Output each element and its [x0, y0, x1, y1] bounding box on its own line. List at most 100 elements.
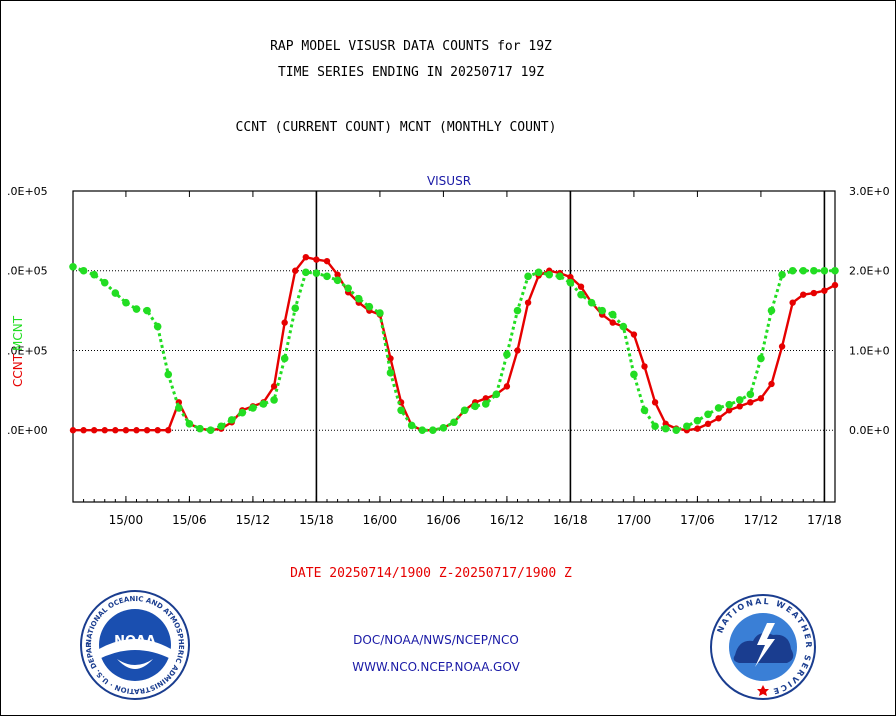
data-point-mcnt: [80, 267, 88, 275]
data-point-ccnt: [747, 399, 753, 405]
x-tick-label: 17/00: [617, 513, 652, 527]
grid-lines: [73, 191, 835, 502]
data-point-mcnt: [302, 269, 310, 277]
x-tick-label: 15/12: [236, 513, 271, 527]
x-tick-label: 15/18: [299, 513, 334, 527]
data-series: [69, 254, 839, 434]
data-point-mcnt: [376, 309, 384, 317]
data-point-ccnt: [504, 383, 510, 389]
data-point-mcnt: [747, 391, 755, 399]
data-point-ccnt: [631, 331, 637, 337]
data-point-mcnt: [651, 422, 659, 430]
data-point-mcnt: [334, 277, 342, 285]
data-point-mcnt: [810, 267, 818, 275]
data-point-mcnt: [217, 422, 225, 430]
data-point-mcnt: [715, 404, 723, 412]
data-point-ccnt: [578, 283, 584, 289]
x-tick-label: 16/18: [553, 513, 588, 527]
x-tick-label: 15/00: [109, 513, 144, 527]
data-point-ccnt: [324, 258, 330, 264]
data-point-ccnt: [112, 427, 118, 433]
data-point-mcnt: [535, 269, 543, 277]
left-tick-label: .0E+05: [7, 265, 48, 278]
data-point-mcnt: [440, 424, 448, 432]
data-point-ccnt: [133, 427, 139, 433]
data-point-ccnt: [102, 427, 108, 433]
data-point-mcnt: [387, 369, 395, 377]
data-point-mcnt: [704, 410, 712, 418]
data-point-mcnt: [736, 396, 744, 404]
data-point-mcnt: [799, 267, 807, 275]
right-tick-label: 1.0E+0: [849, 344, 890, 357]
y-axis-label-ccnt: CCNT: [11, 353, 25, 387]
x-tick-label: 16/06: [426, 513, 461, 527]
data-point-ccnt: [123, 427, 129, 433]
data-point-mcnt: [164, 371, 172, 379]
x-tick-label: 16/00: [363, 513, 398, 527]
noaa-logo-text: NOAA: [114, 634, 156, 649]
data-point-ccnt: [165, 427, 171, 433]
data-point-ccnt: [91, 427, 97, 433]
data-point-mcnt: [471, 403, 479, 411]
data-point-mcnt: [239, 409, 247, 417]
date-range-label: DATE 20250714/1900 Z-20250717/1900 Z: [201, 566, 661, 581]
data-point-mcnt: [514, 307, 522, 315]
data-point-mcnt: [672, 426, 680, 434]
data-point-mcnt: [778, 271, 786, 279]
data-point-ccnt: [144, 427, 150, 433]
panel-title: VISUSR: [427, 174, 471, 188]
data-point-mcnt: [630, 371, 638, 379]
data-point-ccnt: [789, 299, 795, 305]
data-point-ccnt: [832, 282, 838, 288]
x-tick-label: 17/06: [680, 513, 715, 527]
data-point-mcnt: [450, 418, 458, 426]
data-point-mcnt: [101, 279, 109, 287]
data-point-ccnt: [70, 427, 76, 433]
data-point-mcnt: [683, 422, 691, 430]
data-point-mcnt: [291, 304, 299, 312]
data-point-mcnt: [418, 426, 426, 434]
data-point-ccnt: [292, 268, 298, 274]
data-point-mcnt: [461, 406, 469, 414]
data-point-mcnt: [281, 355, 289, 363]
data-point-mcnt: [175, 404, 183, 412]
data-point-mcnt: [207, 426, 215, 434]
data-point-mcnt: [524, 273, 532, 281]
data-point-mcnt: [493, 391, 501, 399]
data-point-ccnt: [715, 415, 721, 421]
data-point-mcnt: [588, 299, 596, 307]
data-point-mcnt: [323, 273, 331, 281]
data-point-mcnt: [249, 404, 257, 412]
data-point-ccnt: [610, 319, 616, 325]
data-point-ccnt: [80, 427, 86, 433]
data-point-ccnt: [641, 363, 647, 369]
data-point-mcnt: [757, 355, 765, 363]
data-point-mcnt: [768, 307, 776, 315]
data-point-ccnt: [514, 347, 520, 353]
x-tick-label: 17/12: [744, 513, 779, 527]
data-point-ccnt: [303, 254, 309, 260]
data-point-ccnt: [800, 291, 806, 297]
data-point-mcnt: [831, 267, 839, 275]
data-point-mcnt: [228, 416, 236, 424]
data-point-mcnt: [69, 263, 77, 271]
x-tick-label: 17/18: [807, 513, 842, 527]
chart-page: RAP MODEL VISUSR DATA COUNTS for 19Z TIM…: [0, 0, 896, 716]
data-point-mcnt: [789, 267, 797, 275]
left-tick-label: .0E+05: [7, 185, 48, 198]
data-point-mcnt: [567, 279, 575, 287]
series-line-ccnt: [73, 257, 835, 430]
data-point-mcnt: [143, 307, 151, 315]
plot-area-frame: [73, 191, 835, 502]
right-tick-label: 3.0E+0: [849, 185, 890, 198]
nws-logo-icon: NATIONAL WEATHER SERVICE: [709, 593, 817, 701]
data-point-mcnt: [545, 271, 553, 279]
data-point-mcnt: [662, 425, 670, 433]
data-point-mcnt: [344, 284, 352, 292]
data-point-mcnt: [133, 305, 141, 313]
data-point-ccnt: [768, 381, 774, 387]
website-label: WWW.NCO.NCEP.NOAA.GOV: [251, 660, 621, 674]
data-point-mcnt: [641, 406, 649, 414]
data-point-mcnt: [355, 295, 363, 303]
data-point-mcnt: [112, 289, 120, 297]
